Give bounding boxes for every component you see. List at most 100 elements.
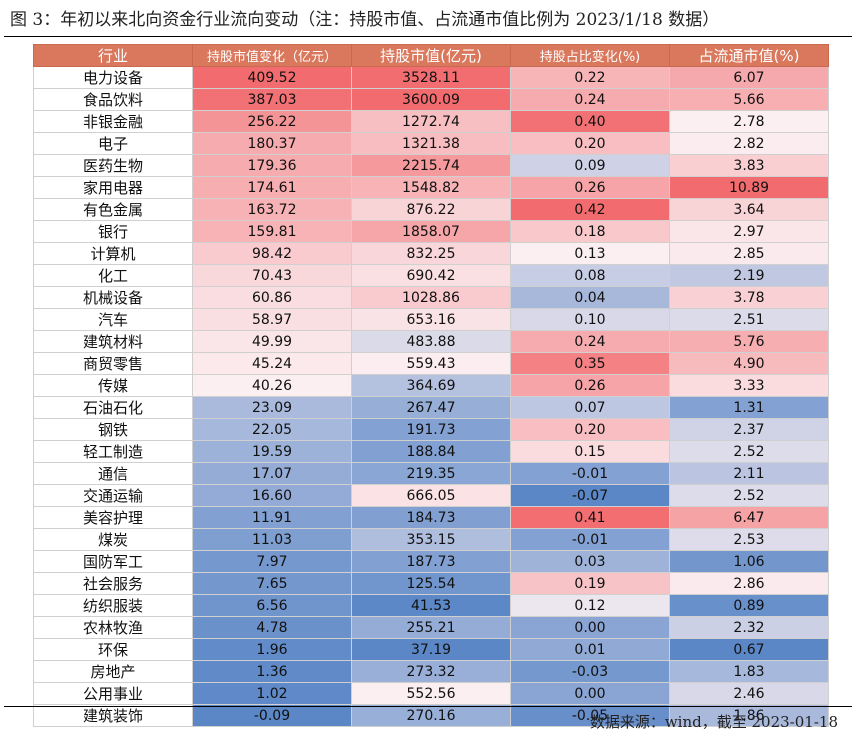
industry-name-cell: 有色金属 — [33, 198, 193, 221]
market-value-cell: 273.32 — [351, 660, 511, 683]
header-industry: 行业 — [33, 44, 193, 67]
market-value-cell: 666.05 — [351, 484, 511, 507]
float-pct-cell: 3.83 — [669, 154, 829, 177]
industry-name-cell: 医药生物 — [33, 154, 193, 177]
industry-name-cell: 电力设备 — [33, 66, 193, 89]
table-row: 机械设备 60.86 1028.86 0.04 3.78 — [33, 286, 829, 309]
float-pct-cell: 2.32 — [669, 616, 829, 639]
industry-name-cell: 电子 — [33, 132, 193, 155]
market-value-change-cell: 387.03 — [192, 88, 352, 111]
holding-pct-change-cell: 0.40 — [510, 110, 670, 133]
industry-name-cell: 美容护理 — [33, 506, 193, 529]
market-value-change-cell: 180.37 — [192, 132, 352, 155]
market-value-cell: 191.73 — [351, 418, 511, 441]
float-pct-cell: 2.46 — [669, 682, 829, 705]
industry-name-cell: 房地产 — [33, 660, 193, 683]
header-market-value-change: 持股市值变化（亿元） — [192, 44, 352, 67]
industry-name-cell: 公用事业 — [33, 682, 193, 705]
table-row: 石油石化 23.09 267.47 0.07 1.31 — [33, 396, 829, 419]
float-pct-cell: 2.97 — [669, 220, 829, 243]
float-pct-cell: 1.31 — [669, 396, 829, 419]
industry-name-cell: 环保 — [33, 638, 193, 661]
market-value-cell: 255.21 — [351, 616, 511, 639]
market-value-cell: 1272.74 — [351, 110, 511, 133]
table-row: 传媒 40.26 364.69 0.26 3.33 — [33, 374, 829, 397]
market-value-cell: 3600.09 — [351, 88, 511, 111]
table-row: 建筑装饰 -0.09 270.16 -0.05 1.86 — [33, 704, 829, 727]
market-value-change-cell: 1.96 — [192, 638, 352, 661]
market-value-change-cell: 6.56 — [192, 594, 352, 617]
table-row: 食品饮料 387.03 3600.09 0.24 5.66 — [33, 88, 829, 111]
table-row: 有色金属 163.72 876.22 0.42 3.64 — [33, 198, 829, 221]
holding-pct-change-cell: -0.03 — [510, 660, 670, 683]
industry-name-cell: 农林牧渔 — [33, 616, 193, 639]
industry-name-cell: 建筑材料 — [33, 330, 193, 353]
holding-pct-change-cell: 0.41 — [510, 506, 670, 529]
table-row: 商贸零售 45.24 559.43 0.35 4.90 — [33, 352, 829, 375]
float-pct-cell: 2.37 — [669, 418, 829, 441]
float-pct-cell: 4.90 — [669, 352, 829, 375]
float-pct-cell: 2.52 — [669, 440, 829, 463]
top-rule — [4, 36, 852, 37]
holding-pct-change-cell: 0.10 — [510, 308, 670, 331]
industry-name-cell: 机械设备 — [33, 286, 193, 309]
float-pct-cell: 3.33 — [669, 374, 829, 397]
holding-pct-change-cell: 0.22 — [510, 66, 670, 89]
table-row: 煤炭 11.03 353.15 -0.01 2.53 — [33, 528, 829, 551]
table-row: 交通运输 16.60 666.05 -0.07 2.52 — [33, 484, 829, 507]
table-row: 公用事业 1.02 552.56 0.00 2.46 — [33, 682, 829, 705]
holding-pct-change-cell: -0.01 — [510, 462, 670, 485]
industry-name-cell: 纺织服装 — [33, 594, 193, 617]
market-value-change-cell: 19.59 — [192, 440, 352, 463]
table-row: 汽车 58.97 653.16 0.10 2.51 — [33, 308, 829, 331]
holding-pct-change-cell: 0.26 — [510, 176, 670, 199]
float-pct-cell: 6.07 — [669, 66, 829, 89]
market-value-change-cell: 7.97 — [192, 550, 352, 573]
market-value-change-cell: 7.65 — [192, 572, 352, 595]
bottom-rule — [4, 706, 852, 707]
market-value-cell: 267.47 — [351, 396, 511, 419]
holding-pct-change-cell: 0.19 — [510, 572, 670, 595]
table-row: 通信 17.07 219.35 -0.01 2.11 — [33, 462, 829, 485]
float-pct-cell: 2.82 — [669, 132, 829, 155]
table-row: 建筑材料 49.99 483.88 0.24 5.76 — [33, 330, 829, 353]
market-value-cell: 1321.38 — [351, 132, 511, 155]
float-pct-cell: 3.78 — [669, 286, 829, 309]
table-header-row: 行业 持股市值变化（亿元） 持股市值(亿元) 持股占比变化(%) 占流通市值(%… — [33, 44, 829, 67]
market-value-change-cell: 22.05 — [192, 418, 352, 441]
market-value-change-cell: 1.02 — [192, 682, 352, 705]
market-value-cell: 832.25 — [351, 242, 511, 265]
industry-name-cell: 银行 — [33, 220, 193, 243]
market-value-cell: 364.69 — [351, 374, 511, 397]
holding-pct-change-cell: 0.24 — [510, 330, 670, 353]
market-value-change-cell: 17.07 — [192, 462, 352, 485]
table-row: 钢铁 22.05 191.73 0.20 2.37 — [33, 418, 829, 441]
holding-pct-change-cell: 0.09 — [510, 154, 670, 177]
float-pct-cell: 3.64 — [669, 198, 829, 221]
table-row: 国防军工 7.97 187.73 0.03 1.06 — [33, 550, 829, 573]
market-value-change-cell: 40.26 — [192, 374, 352, 397]
market-value-cell: 552.56 — [351, 682, 511, 705]
industry-name-cell: 建筑装饰 — [33, 704, 193, 727]
market-value-cell: 559.43 — [351, 352, 511, 375]
market-value-cell: 2215.74 — [351, 154, 511, 177]
market-value-change-cell: 98.42 — [192, 242, 352, 265]
industry-name-cell: 食品饮料 — [33, 88, 193, 111]
industry-name-cell: 非银金融 — [33, 110, 193, 133]
table-row: 房地产 1.36 273.32 -0.03 1.83 — [33, 660, 829, 683]
market-value-change-cell: 45.24 — [192, 352, 352, 375]
market-value-cell: 3528.11 — [351, 66, 511, 89]
industry-name-cell: 轻工制造 — [33, 440, 193, 463]
holding-pct-change-cell: 0.04 — [510, 286, 670, 309]
table-row: 电子 180.37 1321.38 0.20 2.82 — [33, 132, 829, 155]
market-value-cell: 270.16 — [351, 704, 511, 727]
industry-name-cell: 石油石化 — [33, 396, 193, 419]
table-row: 家用电器 174.61 1548.82 0.26 10.89 — [33, 176, 829, 199]
table-row: 非银金融 256.22 1272.74 0.40 2.78 — [33, 110, 829, 133]
market-value-change-cell: 11.03 — [192, 528, 352, 551]
industry-name-cell: 社会服务 — [33, 572, 193, 595]
table-row: 银行 159.81 1858.07 0.18 2.97 — [33, 220, 829, 243]
holding-pct-change-cell: 0.35 — [510, 352, 670, 375]
industry-name-cell: 国防军工 — [33, 550, 193, 573]
page-title: 图 3：年初以来北向资金行业流向变动（注：持股市值、占流通市值比例为 2023/… — [10, 10, 720, 30]
